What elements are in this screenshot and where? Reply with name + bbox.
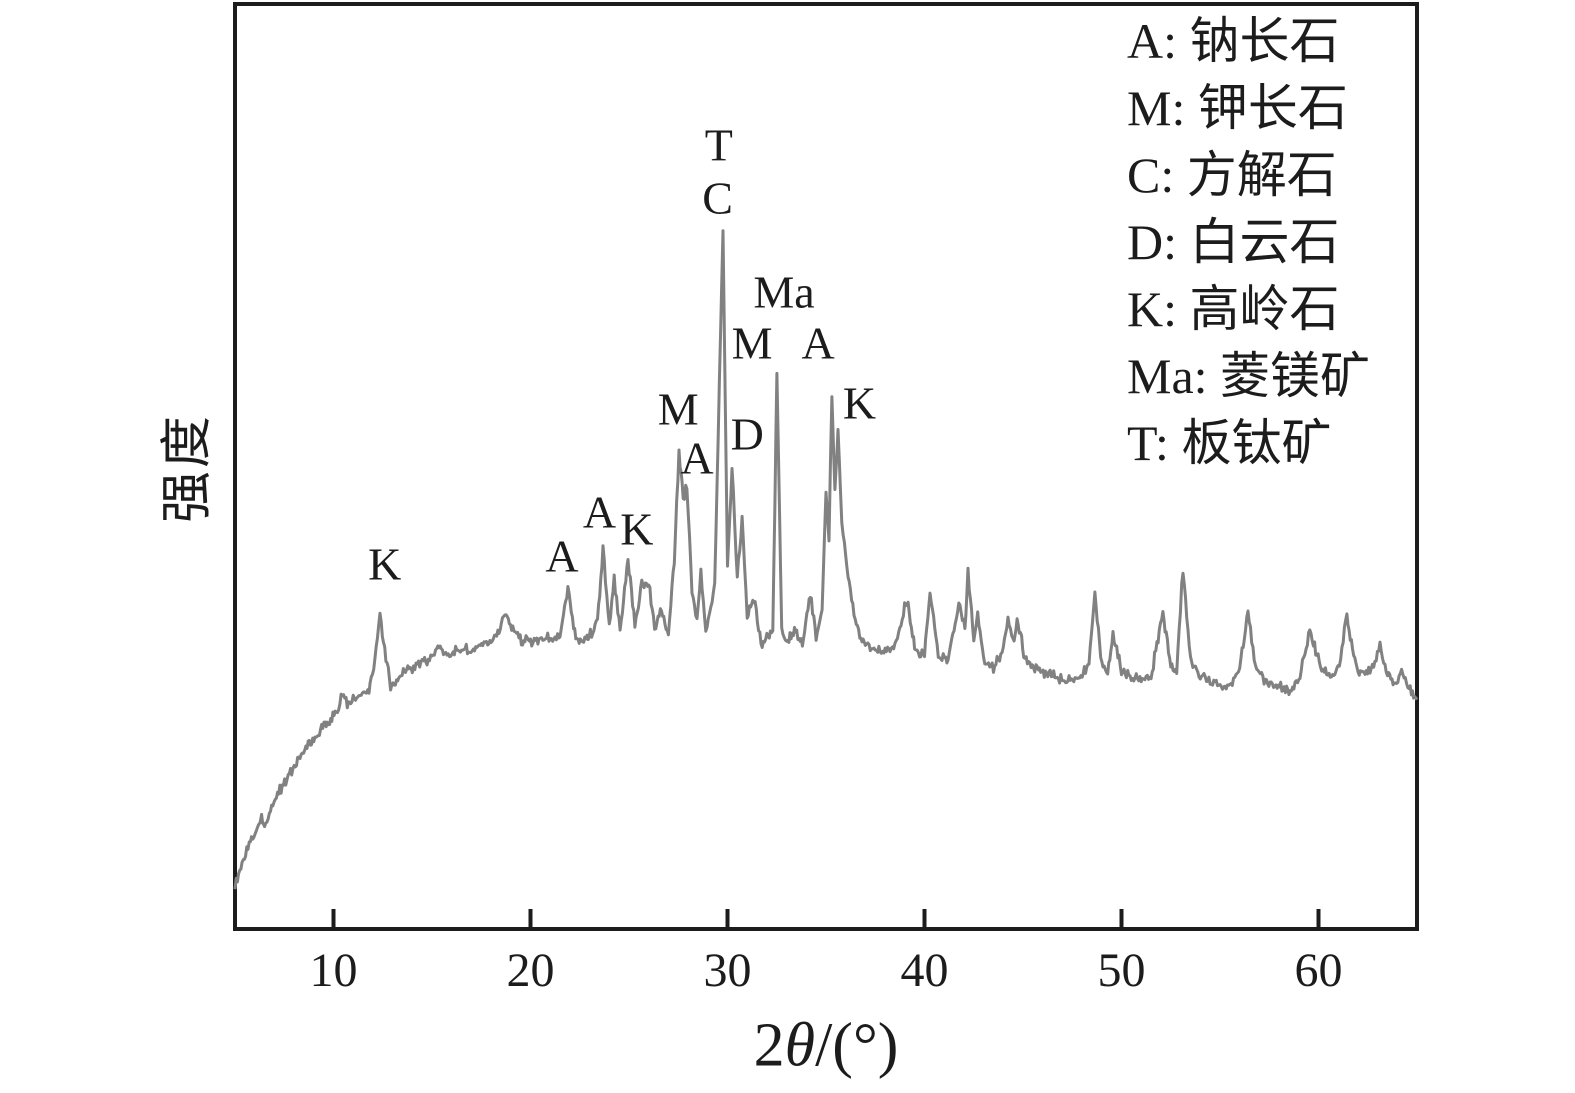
peak-label-k-13: K [842, 377, 877, 429]
peak-label-a-3: A [582, 486, 617, 538]
peak-label-k-1: K [368, 538, 402, 590]
peak-label-m-5: M [657, 383, 699, 435]
legend-item-k-feldspar: M: 钾长石 [1127, 80, 1348, 136]
legend-item-calcite: C: 方解石 [1127, 147, 1337, 203]
x-tick-label-40: 40 [901, 944, 949, 997]
x-tick-label-20: 20 [507, 944, 555, 997]
xrd-trace [233, 229, 1419, 890]
peak-label-d-9: D [730, 408, 764, 460]
peak-label-a-6: A [680, 432, 714, 484]
legend-item-brookite: T: 板钛矿 [1127, 415, 1332, 471]
x-tick-label-50: 50 [1098, 944, 1146, 997]
legend-item-magnesite: Ma: 菱镁矿 [1127, 348, 1371, 404]
plot-border [233, 2, 1419, 931]
legend-item-albite: A: 钠长石 [1127, 13, 1340, 69]
legend-item-kaolinite: K: 高岭石 [1127, 281, 1340, 337]
legend: A: 钠长石 M: 钾长石 C: 方解石 D: 白云石 K: 高岭石 Ma: 菱… [1127, 8, 1370, 477]
x-tick-label-60: 60 [1295, 944, 1343, 997]
x-tick-label-30: 30 [704, 944, 752, 997]
peak-label-a-12: A [801, 317, 835, 369]
legend-item-dolomite: D: 白云石 [1127, 214, 1340, 270]
x-axis-title-theta: θ [784, 1011, 816, 1080]
peak-label-a-2: A [545, 530, 579, 582]
peak-label-c-7: C [702, 172, 733, 224]
x-tick-label-10: 10 [310, 944, 358, 997]
y-axis-title: 强度 [159, 412, 217, 524]
peak-label-ma-11: Ma [753, 266, 815, 318]
x-axis-title-prefix: 2 [753, 1011, 785, 1080]
x-axis-title: 2θ/(°) [754, 1011, 899, 1082]
peak-label-t-8: T [704, 119, 733, 171]
peak-label-k-4: K [620, 503, 654, 555]
peak-label-m-10: M [731, 317, 773, 369]
x-axis-title-suffix: /(°) [815, 1011, 899, 1080]
